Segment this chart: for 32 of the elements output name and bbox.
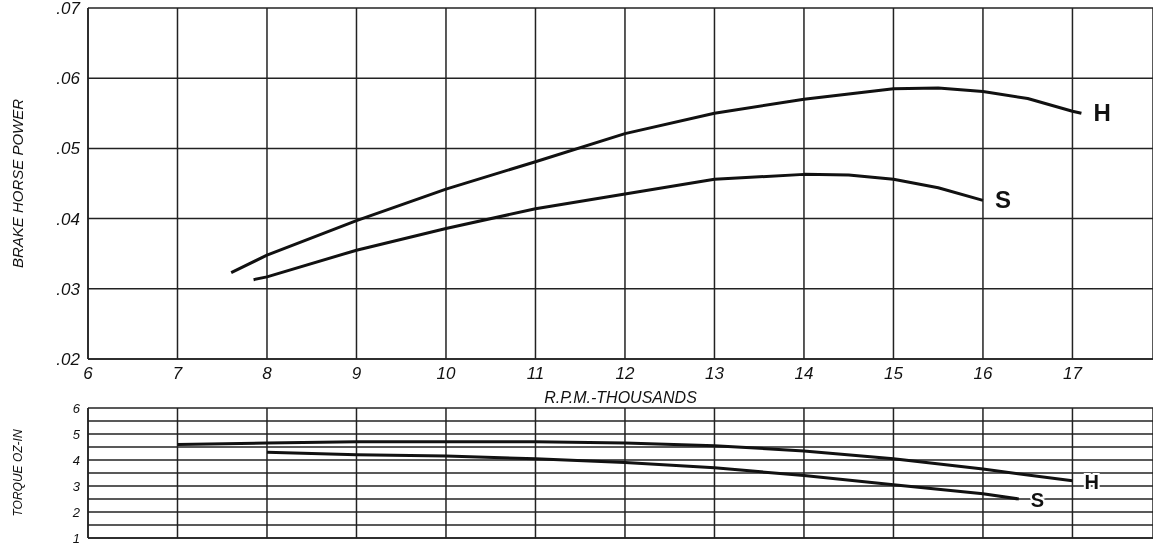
y-tick-label: .06 — [56, 69, 81, 89]
x-tick-label: 7 — [172, 364, 183, 384]
y-axis-title: TORQUE OZ-IN — [11, 429, 26, 517]
line-series — [265, 450, 1021, 501]
line-series — [176, 440, 1074, 483]
x-tick-label: 8 — [262, 364, 273, 384]
y-tick-label: .07 — [56, 0, 81, 19]
y-tick-label: .02 — [56, 350, 81, 370]
y-tick-label: 6 — [72, 400, 81, 416]
line-series — [252, 172, 985, 282]
y-tick-label: 5 — [72, 426, 81, 442]
x-tick-label: 13 — [705, 364, 725, 384]
series-label: H — [1093, 99, 1111, 127]
x-tick-label: 10 — [436, 364, 456, 384]
series-label: S — [994, 186, 1011, 214]
x-axis-title: R.P.M.-THOUSANDS — [544, 389, 698, 406]
x-tick-label: 14 — [794, 364, 814, 384]
x-tick-label: 17 — [1062, 364, 1083, 384]
x-tick-label: 11 — [526, 364, 545, 384]
y-tick-label: 2 — [71, 504, 81, 520]
x-tick-label: 16 — [973, 364, 993, 384]
y-tick-label: .05 — [56, 139, 81, 159]
x-tick-label: 15 — [884, 364, 904, 384]
y-axis-title: BRAKE HORSE POWER — [9, 98, 27, 269]
y-tick-label: .03 — [56, 279, 81, 299]
x-tick-label: 9 — [351, 364, 362, 384]
line-series — [229, 86, 1083, 275]
y-tick-label: 4 — [72, 452, 80, 468]
y-tick-label: 3 — [72, 478, 81, 494]
y-tick-label: .04 — [56, 209, 80, 229]
x-tick-label: 12 — [615, 364, 635, 384]
y-tick-label: 1 — [72, 530, 80, 546]
